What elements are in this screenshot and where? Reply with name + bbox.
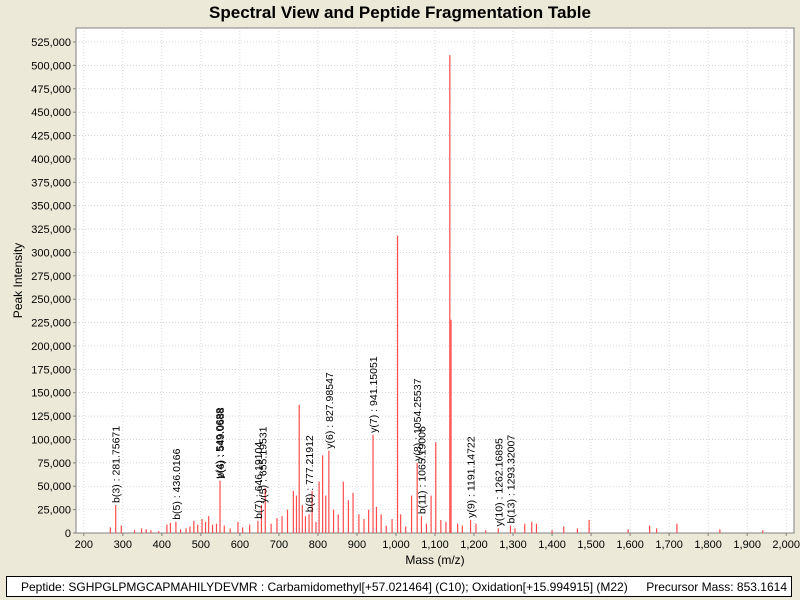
y-tick-label: 275,000	[31, 271, 71, 283]
x-tick-label: 900	[348, 539, 366, 551]
spectrum-chart: 0 25,000 50,000 75,000 100,000 125,000 150,000…	[11, 27, 800, 567]
y-tick-label: 150,000	[31, 388, 71, 400]
fragment-annotation: y(7) : 941.15051	[368, 356, 380, 433]
x-tick-label: 800	[309, 539, 327, 551]
fragment-annotation: b(5) : 436.0166	[171, 448, 183, 519]
y-axis-title: Peak Intensity	[11, 243, 25, 318]
peptide-info-bar: Peptide: SGHPGLPMGCAPMAHILYDEVMR : Carba…	[6, 576, 792, 597]
x-axis-title: Mass (m/z)	[405, 553, 464, 567]
x-tick-label: 1,100	[421, 539, 449, 551]
x-tick-label: 700	[270, 539, 288, 551]
y-tick-label: 50,000	[37, 481, 71, 493]
peak-series	[109, 55, 764, 533]
y-tick-label: 525,000	[31, 37, 71, 49]
fragment-annotation: b(11) : 1065.19006	[416, 426, 428, 514]
y-tick-label: 450,000	[31, 107, 71, 119]
x-tick-label: 300	[114, 539, 132, 551]
fragment-annotation: y(6) : 827.98547	[324, 372, 336, 449]
x-tick-label: 1,800	[694, 539, 722, 551]
y-tick-label: 250,000	[31, 294, 71, 306]
y-tick-label: 400,000	[31, 154, 71, 166]
precursor-mass: Precursor Mass: 853.1614	[646, 580, 787, 594]
fragment-annotation: b(3) : 281.75671	[111, 426, 123, 503]
fragment-annotation: b(8) : 777.21912	[304, 435, 316, 512]
y-tick-label: 500,000	[31, 60, 71, 72]
y-tick-label: 300,000	[31, 247, 71, 259]
x-tick-label: 500	[192, 539, 210, 551]
x-tick-label: 200	[75, 539, 93, 551]
y-tick-label: 225,000	[31, 318, 71, 330]
y-tick-label: 25,000	[37, 505, 71, 517]
fragment-annotation: b(6) : 549.0688	[215, 407, 227, 478]
x-tick-label: 1,700	[655, 539, 683, 551]
x-tick-label: 1,500	[577, 539, 605, 551]
y-tick-label: 350,000	[31, 201, 71, 213]
fragment-annotation: y(10) : 1262.16895	[493, 438, 505, 526]
y-tick-label: 125,000	[31, 411, 71, 423]
fragment-annotation: b(7) : 646.19104	[253, 442, 265, 519]
x-tick-label: 2,000	[772, 539, 800, 551]
fragment-annotation: b(13) : 1293.32007	[505, 435, 517, 524]
y-tick-label: 375,000	[31, 177, 71, 189]
y-tick-label: 325,000	[31, 224, 71, 236]
chart-title: Spectral View and Peptide Fragmentation …	[209, 3, 591, 22]
y-tick-label: 425,000	[31, 131, 71, 143]
x-tick-label: 1,300	[499, 539, 527, 551]
peptide-sequence: Peptide: SGHPGLPMGCAPMAHILYDEVMR : Carba…	[21, 580, 628, 594]
y-tick-label: 0	[65, 528, 71, 540]
fragment-annotation: y(8) : 1054.25537	[412, 378, 424, 460]
y-tick-label: 475,000	[31, 84, 71, 96]
fragment-annotation: y(5) : 655.19531	[257, 426, 269, 503]
x-tick-label: 400	[153, 539, 171, 551]
y-tick-label: 75,000	[37, 458, 71, 470]
x-tick-label: 1,900	[733, 539, 761, 551]
x-tick-label: 1,000	[382, 539, 410, 551]
grid-lines	[76, 28, 794, 533]
x-tick-label: 1,600	[616, 539, 644, 551]
y-tick-label: 200,000	[31, 341, 71, 353]
fragment-annotation: y(4) : 549.0688	[214, 408, 226, 479]
y-tick-label: 100,000	[31, 434, 71, 446]
fragment-annotations: b(3) : 281.75671 b(5) : 436.0166 y(4) : 54…	[111, 356, 518, 526]
axes: 0 25,000 50,000 75,000 100,000 125,000 150,000…	[31, 37, 800, 551]
x-tick-label: 1,200	[460, 539, 488, 551]
x-tick-label: 1,400	[538, 539, 566, 551]
fragment-annotation: y(9) : 1191.14722	[466, 436, 478, 518]
y-tick-label: 175,000	[31, 364, 71, 376]
x-tick-label: 600	[231, 539, 249, 551]
